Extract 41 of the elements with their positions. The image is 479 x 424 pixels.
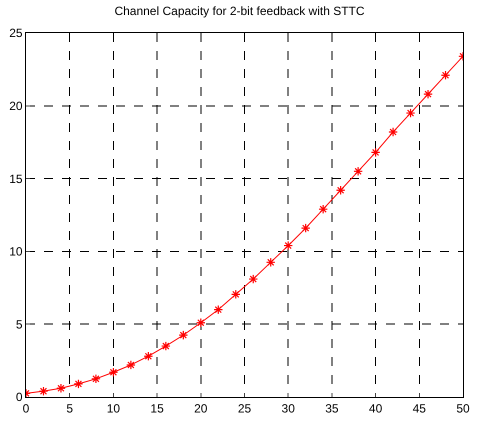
point — [230, 290, 241, 300]
point — [91, 374, 101, 384]
y-tick-label: 20 — [9, 99, 23, 113]
point — [266, 258, 276, 268]
point — [56, 383, 66, 394]
x-tick-label: 25 — [238, 401, 252, 416]
point — [108, 367, 118, 378]
x-tick-label: 35 — [325, 401, 339, 416]
point — [196, 318, 206, 328]
point — [406, 108, 416, 118]
point — [353, 166, 363, 176]
x-tick-label: 20 — [194, 401, 208, 416]
point — [318, 204, 328, 214]
point — [126, 360, 136, 370]
point — [440, 70, 450, 80]
point — [38, 386, 48, 396]
x-tick-label: 50 — [456, 401, 470, 416]
x-tick-label: 5 — [66, 401, 74, 416]
point — [423, 89, 433, 99]
point — [388, 127, 398, 137]
point — [213, 304, 224, 314]
y-tick-label: 5 — [16, 317, 23, 332]
point — [178, 330, 188, 340]
point — [248, 274, 258, 284]
chart-title: Channel Capacity for 2-bit feedback with STTC — [114, 4, 365, 18]
point — [336, 185, 346, 196]
y-tick-label: 25 — [9, 26, 23, 40]
y-tick-label: 0 — [16, 390, 23, 404]
x-tick-label: 40 — [368, 401, 383, 416]
x-tick-label: 30 — [282, 401, 296, 416]
x-tick-label: 15 — [150, 401, 164, 416]
x-tick-label: 45 — [412, 401, 426, 416]
point — [74, 379, 84, 389]
point — [370, 148, 380, 158]
x-tick-label: 10 — [106, 401, 120, 416]
point — [283, 240, 293, 250]
point — [144, 351, 154, 362]
point — [161, 341, 171, 351]
y-tick-label: 15 — [9, 172, 23, 186]
point — [300, 223, 310, 233]
y-tick-label: 10 — [9, 244, 23, 259]
